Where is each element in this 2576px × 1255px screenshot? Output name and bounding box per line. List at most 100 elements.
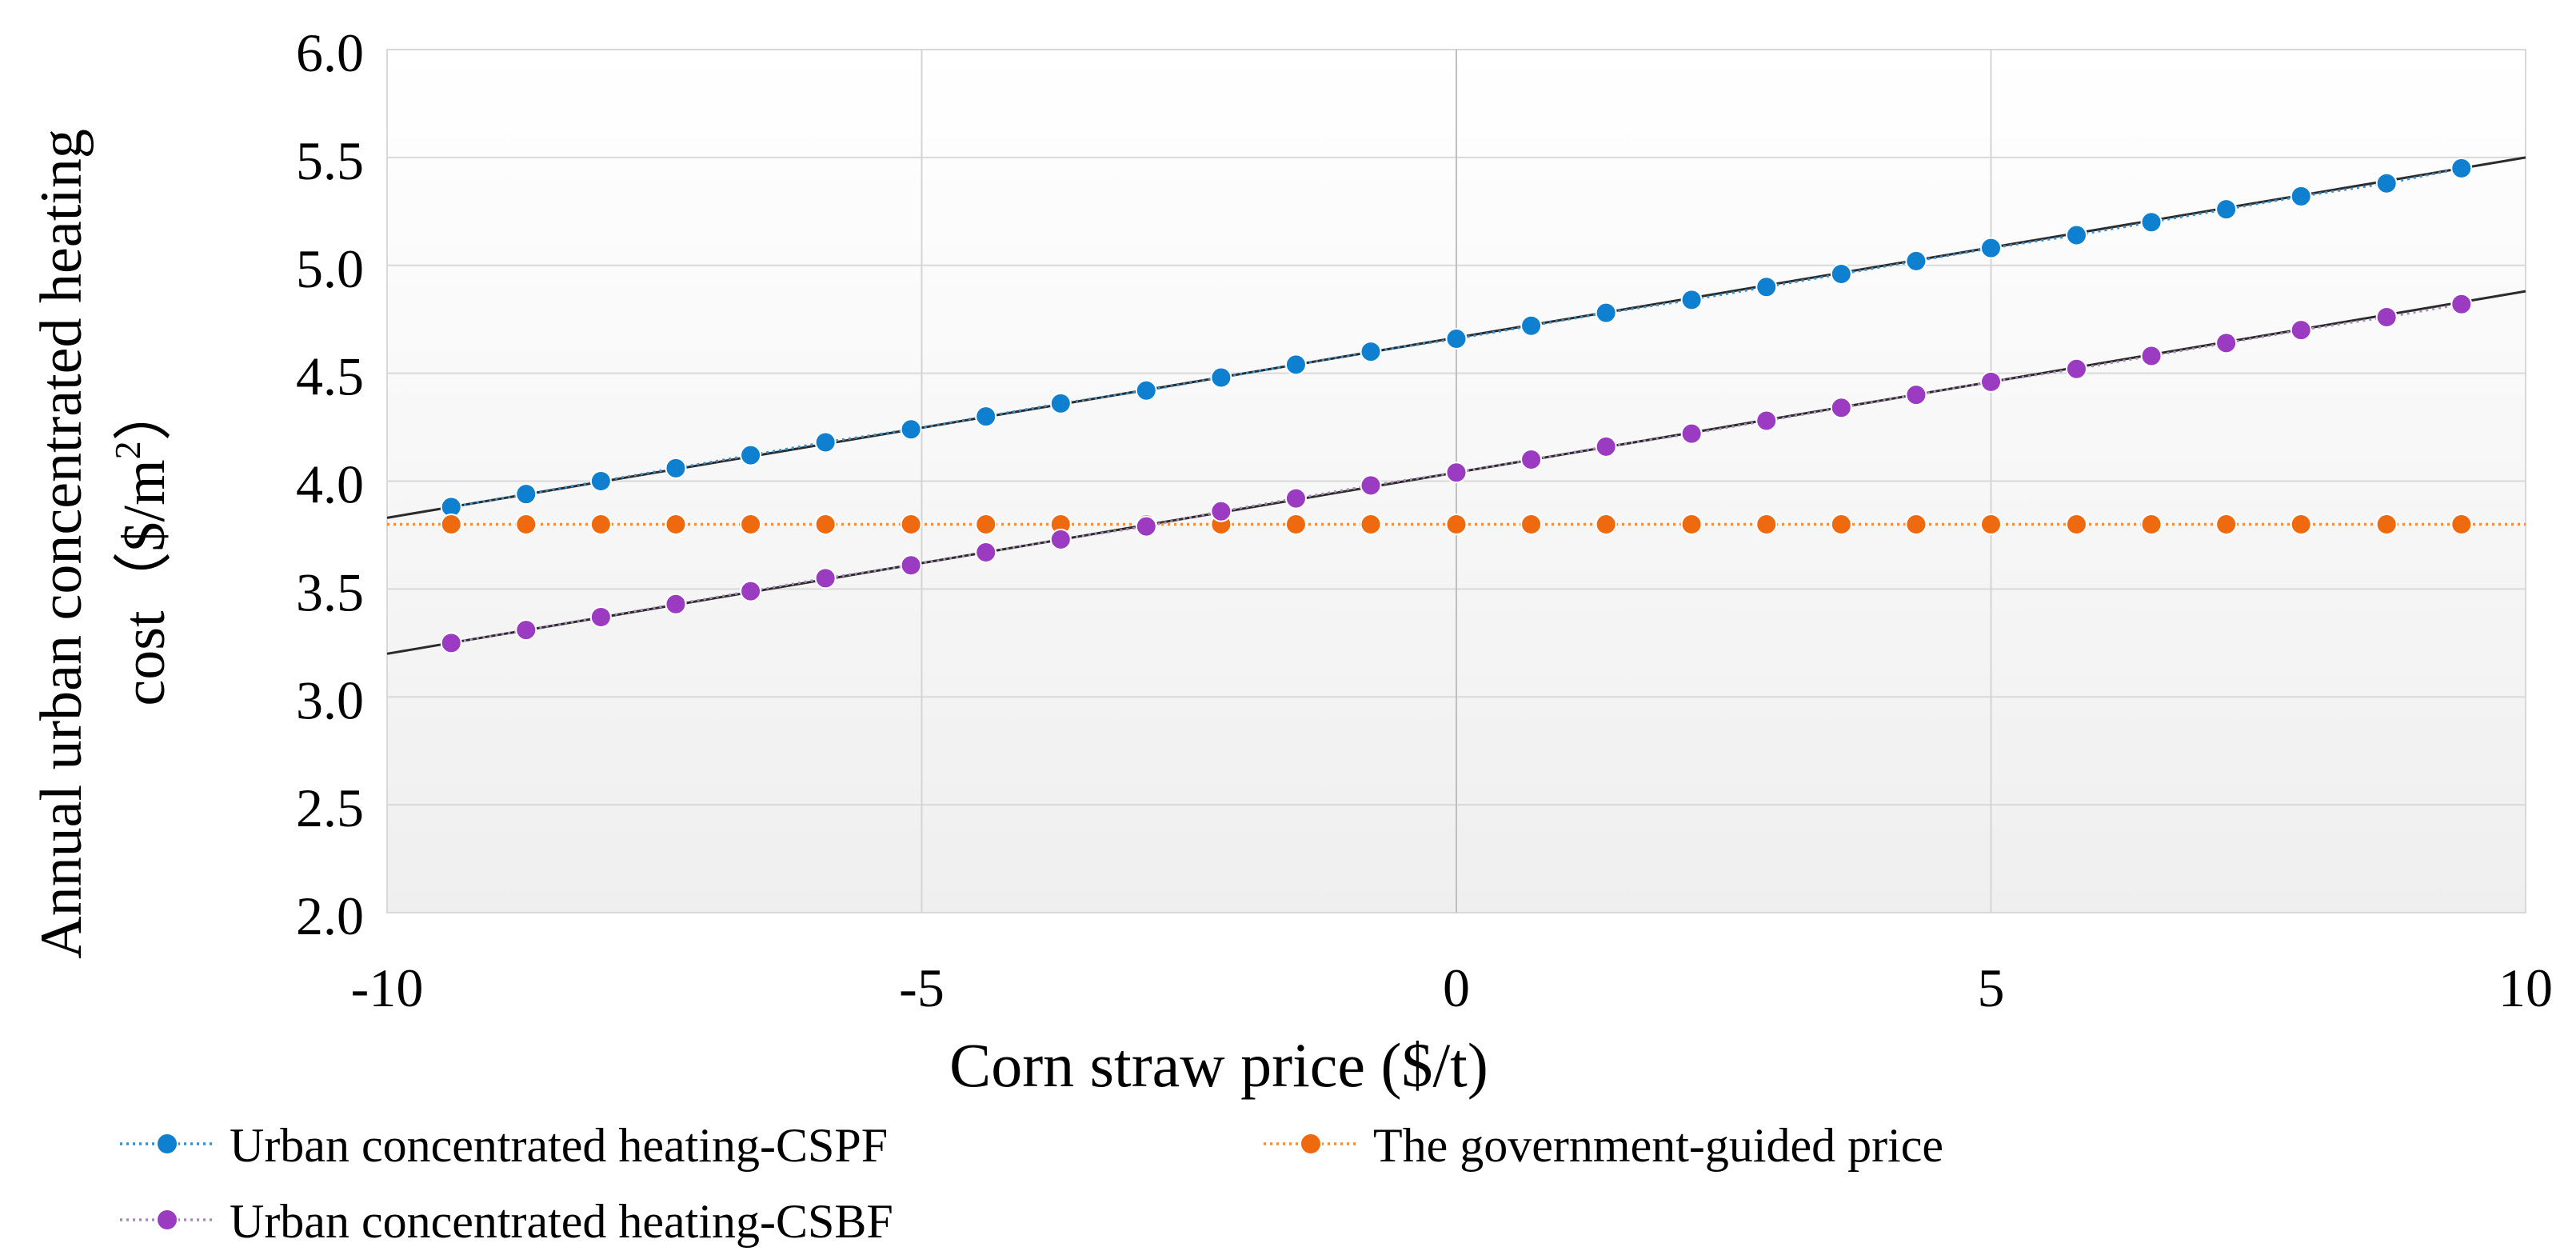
legend-marker-swatch <box>156 1133 178 1155</box>
data-point <box>1980 370 2002 393</box>
data-point <box>1210 366 1232 389</box>
data-point <box>1445 327 1468 350</box>
data-point <box>515 513 537 535</box>
legend-label: Urban concentrated heating-CSBF <box>230 1195 893 1248</box>
data-point <box>1445 513 1468 535</box>
data-point <box>1680 422 1703 445</box>
x-tick-label: -10 <box>351 957 424 1018</box>
data-point <box>1905 513 1927 535</box>
y-tick-label: 3.5 <box>296 562 364 622</box>
data-point <box>515 619 537 641</box>
data-point <box>814 431 837 454</box>
y-tick-label: 5.0 <box>296 238 364 299</box>
data-point <box>814 567 837 590</box>
data-point <box>900 554 922 577</box>
data-point <box>1680 289 1703 311</box>
data-point <box>2140 211 2163 234</box>
data-point <box>1755 513 1778 535</box>
y-tick-label: 2.5 <box>296 777 364 838</box>
y-axis-title-line-2-suffix: ） <box>112 382 178 441</box>
data-point <box>665 513 687 535</box>
y-axis-title-unit-superscript: 2 <box>107 441 148 459</box>
data-point <box>2215 332 2238 354</box>
data-point <box>1135 515 1157 538</box>
data-point <box>2065 358 2087 380</box>
x-tick-label: -5 <box>899 957 945 1018</box>
data-point <box>2065 513 2087 535</box>
x-axis-title: Corn straw price ($/t) <box>949 1030 1488 1100</box>
legend: Urban concentrated heating-CSPF The gover… <box>120 1119 1943 1248</box>
data-point <box>2140 345 2163 367</box>
data-point <box>1049 528 1072 550</box>
data-point <box>1360 474 1382 497</box>
data-point <box>1049 392 1072 414</box>
data-point <box>1905 250 1927 272</box>
legend-item: Urban concentrated heating-CSBF <box>120 1195 893 1248</box>
data-point <box>740 580 762 602</box>
data-point <box>1755 276 1778 298</box>
x-tick-label: 5 <box>1978 957 2005 1018</box>
data-point <box>900 418 922 441</box>
y-axis-title-line-2: cost（$/m2） <box>107 382 178 705</box>
x-tick-label: 0 <box>1443 957 1470 1018</box>
data-point <box>2375 513 2398 535</box>
data-point <box>1755 410 1778 432</box>
data-point <box>1680 513 1703 535</box>
data-point <box>1284 354 1307 376</box>
data-point <box>2375 172 2398 194</box>
data-point <box>1135 379 1157 402</box>
data-point <box>1284 487 1307 510</box>
data-point <box>589 606 612 628</box>
data-point <box>1284 513 1307 535</box>
data-point <box>665 593 687 615</box>
data-point <box>1360 513 1382 535</box>
data-point <box>814 513 837 535</box>
legend-marker-swatch <box>1300 1133 1322 1155</box>
data-point <box>589 470 612 492</box>
data-point <box>1595 302 1617 324</box>
y-tick-label: 4.5 <box>296 346 364 407</box>
legend-item: Urban concentrated heating-CSPF <box>120 1119 888 1172</box>
data-point <box>2450 157 2473 179</box>
y-tick-label: 4.0 <box>296 454 364 515</box>
data-point <box>2290 513 2312 535</box>
data-point <box>1210 500 1232 522</box>
data-point <box>2290 185 2312 207</box>
legend-marker-swatch <box>156 1209 178 1231</box>
y-tick-label: 5.5 <box>296 130 364 191</box>
data-point <box>2450 513 2473 535</box>
data-point <box>740 513 762 535</box>
x-tick-label: 10 <box>2498 957 2553 1018</box>
data-point <box>1595 435 1617 458</box>
data-point <box>440 632 462 654</box>
y-axis-title: Annual urban concentrated heating cost（$… <box>29 129 178 959</box>
data-point <box>440 513 462 535</box>
legend-label: Urban concentrated heating-CSPF <box>230 1119 888 1172</box>
data-point <box>2290 319 2312 342</box>
data-point <box>975 406 997 428</box>
data-point <box>1830 513 1852 535</box>
data-point <box>900 513 922 535</box>
data-point <box>1520 314 1543 337</box>
data-point <box>2215 198 2238 221</box>
legend-label: The government-guided price <box>1373 1119 1943 1172</box>
data-point <box>2450 293 2473 315</box>
data-point <box>1830 263 1852 286</box>
data-point <box>975 542 997 564</box>
legend-item: The government-guided price <box>1264 1119 1943 1172</box>
data-point <box>1520 449 1543 471</box>
data-point <box>740 444 762 466</box>
data-point <box>2140 513 2163 535</box>
data-point <box>2215 513 2238 535</box>
data-point <box>1445 462 1468 484</box>
y-tick-label: 6.0 <box>296 22 364 83</box>
data-point <box>515 483 537 506</box>
data-point <box>2375 306 2398 328</box>
data-point <box>1980 237 2002 259</box>
data-point <box>2065 224 2087 246</box>
data-point <box>1520 513 1543 535</box>
y-tick-label: 2.0 <box>296 885 364 946</box>
data-point <box>1980 513 2002 535</box>
data-point <box>1360 341 1382 363</box>
